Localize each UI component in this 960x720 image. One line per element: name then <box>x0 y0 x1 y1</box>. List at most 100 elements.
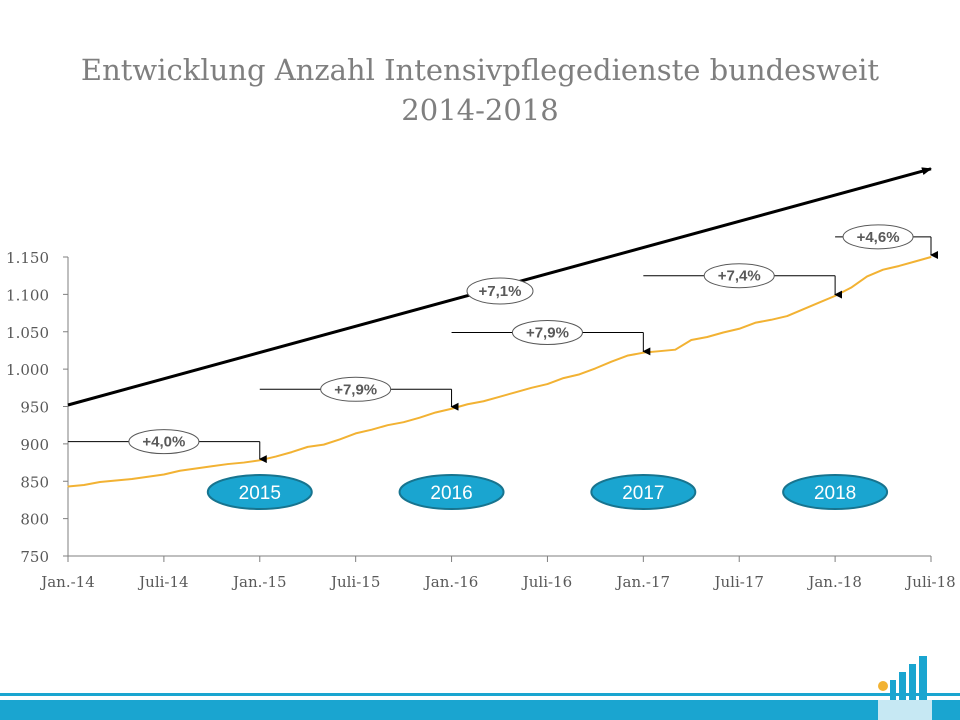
data-point <box>355 432 357 435</box>
data-point <box>706 336 708 338</box>
data-point <box>898 265 900 267</box>
x-tick-label: Juli-15 <box>329 573 380 591</box>
data-point <box>99 481 101 483</box>
growth-label-text: +7,9% <box>334 381 377 398</box>
data-point <box>594 367 596 369</box>
x-tick-label: Jan.-15 <box>231 573 287 591</box>
year-pill-label: 2017 <box>622 483 664 504</box>
footer-bar <box>0 700 960 720</box>
data-point <box>323 444 325 446</box>
growth-label-text: +4,6% <box>857 229 900 246</box>
data-point <box>674 349 676 351</box>
data-point <box>163 473 165 476</box>
chart-title-line1: Entwicklung Anzahl Intensivpflegedienste… <box>80 53 880 87</box>
data-point <box>562 377 565 379</box>
data-point <box>530 387 533 389</box>
trend-label-text: +7,1% <box>479 283 522 300</box>
year-pill <box>590 474 697 510</box>
data-point <box>626 355 628 357</box>
x-tick-label: Juli-17 <box>713 573 764 591</box>
y-tick-label: 1.100 <box>6 286 49 304</box>
growth-label-bubble <box>703 263 775 289</box>
data-point <box>307 446 309 448</box>
data-point <box>147 476 149 478</box>
data-point <box>275 455 277 458</box>
data-point <box>738 328 740 330</box>
data-point <box>818 301 820 304</box>
data-point <box>514 391 517 393</box>
data-point <box>642 352 644 354</box>
footer-thin-line <box>0 693 960 696</box>
y-tick-label: 1.000 <box>6 361 49 379</box>
growth-label-bubble <box>320 376 392 402</box>
company-logo <box>876 656 932 720</box>
data-point <box>498 396 501 398</box>
growth-label-text: +4,0% <box>142 434 185 451</box>
data-point <box>195 467 197 470</box>
year-pill-label: 2016 <box>430 483 472 504</box>
data-point <box>578 373 581 375</box>
data-point <box>690 339 692 341</box>
x-tick-label: Juli-16 <box>521 573 572 591</box>
data-point <box>371 429 373 431</box>
year-pill <box>398 474 505 510</box>
data-point <box>83 484 85 486</box>
data-point <box>914 260 916 263</box>
y-tick-label: 950 <box>20 399 49 417</box>
data-point <box>131 478 133 480</box>
data-point <box>658 350 660 352</box>
chart-title: Entwicklung Anzahl Intensivpflegedienste… <box>0 50 960 130</box>
y-tick-label: 900 <box>20 436 49 454</box>
data-point <box>610 361 612 363</box>
trend-label-bubble <box>466 277 534 305</box>
data-point <box>466 403 469 405</box>
y-tick-label: 800 <box>20 511 49 529</box>
data-point <box>434 411 437 414</box>
data-point <box>387 424 389 426</box>
y-tick-label: 750 <box>20 548 49 566</box>
growth-label-text: +7,9% <box>526 324 569 341</box>
data-point <box>115 479 117 482</box>
x-tick-label: Jan.-14 <box>39 573 95 591</box>
data-point <box>67 485 69 488</box>
data-point <box>291 451 293 453</box>
data-point <box>243 461 245 464</box>
year-pill-label: 2018 <box>814 483 856 504</box>
data-point <box>227 463 229 465</box>
data-point <box>339 438 341 440</box>
growth-label-bubble <box>842 224 914 250</box>
data-point <box>882 269 884 271</box>
data-point <box>930 256 932 258</box>
y-tick-label: 850 <box>20 473 49 491</box>
data-point <box>546 383 549 385</box>
growth-label-bubble <box>128 429 200 455</box>
x-tick-label: Jan.-18 <box>806 573 862 591</box>
data-point <box>834 295 836 297</box>
y-tick-label: 1.050 <box>6 324 49 342</box>
growth-label-bubble <box>511 319 583 345</box>
data-point <box>770 319 772 321</box>
y-tick-label: 1.150 <box>6 249 49 267</box>
year-pill-label: 2015 <box>239 483 281 504</box>
data-point <box>786 315 788 317</box>
data-point <box>259 459 261 461</box>
x-tick-label: Juli-18 <box>904 573 955 591</box>
data-point <box>403 421 405 423</box>
data-point <box>722 331 724 334</box>
data-point <box>450 408 453 410</box>
chart-title-line2: 2014-2018 <box>401 93 559 127</box>
x-tick-label: Jan.-17 <box>615 573 671 591</box>
x-tick-label: Jan.-16 <box>423 573 479 591</box>
data-point <box>179 470 181 472</box>
x-tick-label: Juli-14 <box>137 573 188 591</box>
growth-label-text: +7,4% <box>718 268 761 285</box>
data-point <box>211 465 213 467</box>
year-pill <box>782 474 889 510</box>
year-pill <box>206 474 313 510</box>
data-point <box>802 308 804 310</box>
data-point <box>754 322 756 324</box>
data-point <box>866 275 868 278</box>
data-point <box>418 417 421 419</box>
data-point <box>482 400 485 402</box>
